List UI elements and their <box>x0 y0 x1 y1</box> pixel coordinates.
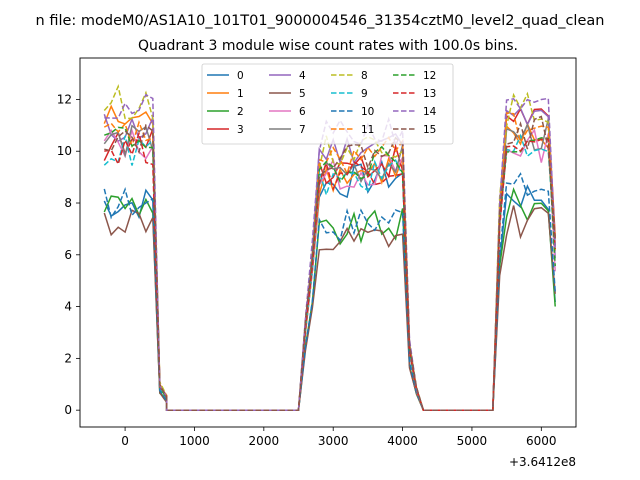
series-line-7 <box>103 118 556 411</box>
legend-box <box>201 63 454 145</box>
y-tick-label: 12 <box>57 92 72 106</box>
legend-label-5: 5 <box>299 88 306 100</box>
series-line-0 <box>103 159 556 411</box>
y-tick-label: 0 <box>64 403 72 417</box>
legend-label-8: 8 <box>361 70 368 82</box>
series-line-12 <box>104 126 556 411</box>
series-line-11 <box>103 112 556 411</box>
legend-label-3: 3 <box>237 124 244 136</box>
series-line-15 <box>104 115 556 411</box>
series-line-6 <box>103 127 556 411</box>
legend-label-6: 6 <box>299 106 306 118</box>
legend-label-10: 10 <box>361 106 374 118</box>
y-tick-label: 6 <box>64 248 72 262</box>
y-tick-label: 8 <box>64 196 72 210</box>
series-line-10 <box>103 172 556 411</box>
legend-label-1: 1 <box>237 88 244 100</box>
y-axis: 0 2 4 6 8 10 12 <box>57 92 80 417</box>
legend-label-0: 0 <box>237 70 244 82</box>
legend-label-2: 2 <box>237 106 244 118</box>
y-tick-label: 10 <box>57 144 72 158</box>
legend-label-4: 4 <box>299 70 306 82</box>
x-tick-label: 0 <box>121 434 129 448</box>
legend-label-14: 14 <box>423 106 437 118</box>
x-tick-label: 6000 <box>526 434 557 448</box>
chart-title: Quadrant 3 module wise count rates with … <box>138 38 518 54</box>
x-tick-label: 5000 <box>457 434 488 448</box>
legend-label-12: 12 <box>423 70 436 82</box>
series-line-2 <box>103 186 556 411</box>
x-tick-label: 2000 <box>249 434 280 448</box>
x-offset-label: +3.6412e8 <box>509 455 576 469</box>
legend-label-13: 13 <box>423 88 436 100</box>
y-tick-label: 2 <box>64 351 72 365</box>
legend-label-11: 11 <box>361 124 374 136</box>
legend-label-9: 9 <box>361 88 368 100</box>
series-line-5 <box>103 205 556 411</box>
series-line-13 <box>104 130 556 411</box>
x-axis: 0 1000 2000 3000 4000 5000 6000 <box>121 427 557 448</box>
x-tick-label: 3000 <box>318 434 349 448</box>
legend-label-7: 7 <box>299 124 306 136</box>
y-tick-label: 4 <box>64 300 72 314</box>
legend-label-15: 15 <box>423 124 436 136</box>
figure-suptitle: n file: modeM0/AS1A10_101T01_9000004546_… <box>36 13 605 29</box>
x-tick-label: 4000 <box>387 434 418 448</box>
x-tick-label: 1000 <box>179 434 210 448</box>
axes-frame <box>79 57 577 428</box>
